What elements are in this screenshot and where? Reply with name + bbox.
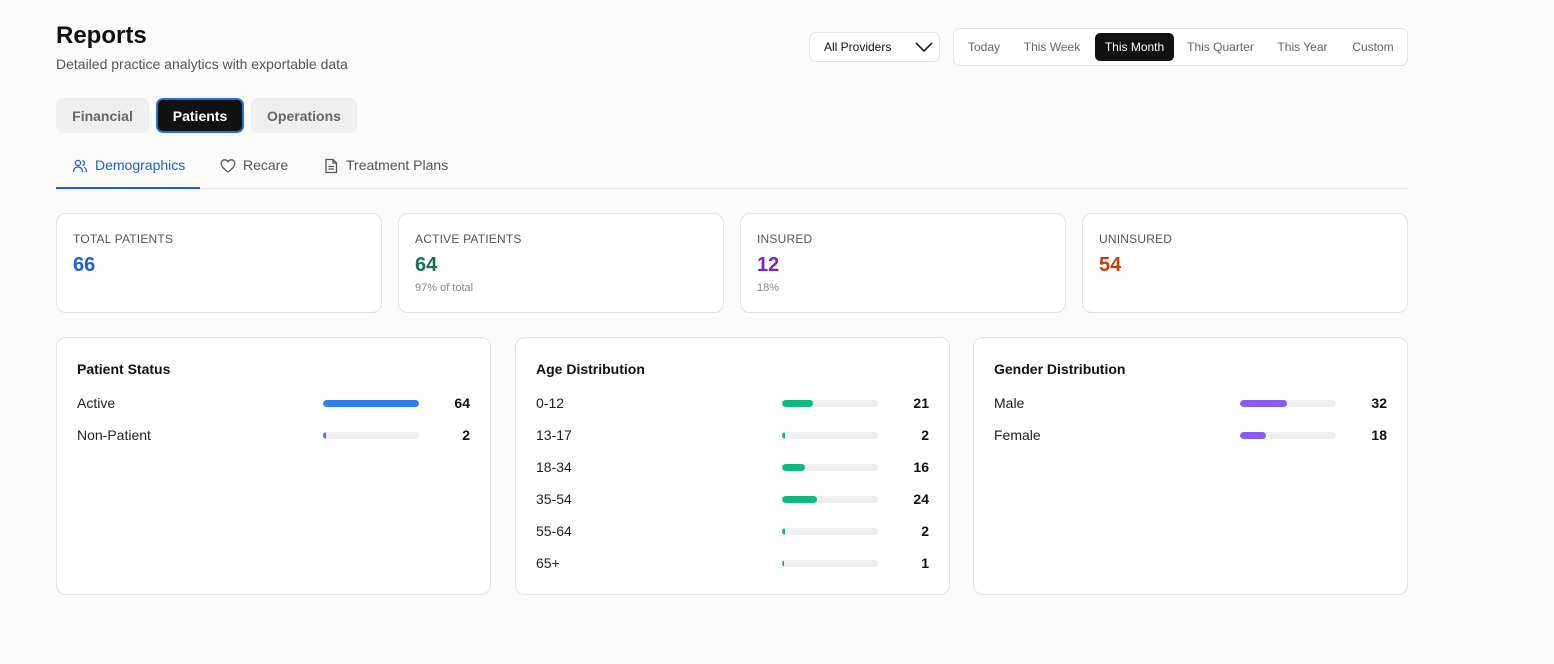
bar-row-label: 35-54 <box>536 491 572 507</box>
bar-fill <box>323 432 326 439</box>
bar-fill <box>782 528 785 535</box>
bar-row-label: 18-34 <box>536 459 572 475</box>
chevron-down-icon <box>915 42 933 53</box>
bar-row: 18-34 16 <box>536 458 929 478</box>
bar-row-label: 13-17 <box>536 427 572 443</box>
bar-track <box>323 432 419 439</box>
bar-row-value: 32 <box>1371 395 1387 411</box>
bar-track <box>1240 432 1336 439</box>
bar-row-value: 16 <box>913 459 929 475</box>
bar-track <box>782 464 878 471</box>
range-this-month[interactable]: This Month <box>1095 33 1174 61</box>
bar-track <box>323 400 419 407</box>
bar-track <box>782 496 878 503</box>
bar-row: 35-54 24 <box>536 490 929 510</box>
stat-subtext: 97% of total <box>415 282 474 294</box>
heart-icon <box>220 159 236 173</box>
bar-row: 55-64 2 <box>536 522 929 542</box>
stat-value: 64 <box>415 254 438 276</box>
document-icon <box>325 158 338 174</box>
bar-row-label: 0-12 <box>536 395 565 411</box>
range-today[interactable]: Today <box>967 40 1001 54</box>
bar-track <box>782 432 878 439</box>
provider-select-value: All Providers <box>824 40 892 54</box>
bar-row-value: 18 <box>1371 427 1387 443</box>
subtab-treatment-plans[interactable]: Treatment Plans <box>323 152 448 188</box>
stat-card-active-patients: ACTIVE PATIENTS 64 97% of total <box>398 213 724 313</box>
range-this-quarter[interactable]: This Quarter <box>1187 40 1254 54</box>
bar-row: Non-Patient 2 <box>77 426 470 446</box>
subtab-demographics[interactable]: Demographics <box>56 152 200 189</box>
stat-card-uninsured: UNINSURED 54 <box>1082 213 1408 313</box>
bar-row-label: Male <box>994 395 1025 411</box>
panel-title: Patient Status <box>77 361 171 377</box>
bar-row: Female 18 <box>994 426 1387 446</box>
bar-row-value: 2 <box>921 427 929 443</box>
bar-row-value: 24 <box>913 491 929 507</box>
bar-fill <box>782 496 817 503</box>
bar-track <box>1240 400 1336 407</box>
subtab-recare-label: Recare <box>243 157 289 173</box>
age-distribution-panel: Age Distribution 0-12 21 13-17 2 18-34 16 35-5… <box>515 337 950 595</box>
range-this-week[interactable]: This Week <box>1023 40 1081 54</box>
bar-fill <box>782 560 784 567</box>
patient-status-panel: Patient Status Active 64 Non-Patient 2 <box>56 337 491 595</box>
stat-subtext: 18% <box>757 282 780 294</box>
stat-label: ACTIVE PATIENTS <box>415 232 522 246</box>
stat-label: INSURED <box>757 232 813 246</box>
stat-label: TOTAL PATIENTS <box>73 232 174 246</box>
bar-row-label: Female <box>994 427 1041 443</box>
tab-financial[interactable]: Financial <box>56 98 149 133</box>
tab-operations[interactable]: Operations <box>251 98 357 133</box>
bar-row-value: 21 <box>913 395 929 411</box>
bar-row-label: 65+ <box>536 555 560 571</box>
bar-row-label: Non-Patient <box>77 427 151 443</box>
stat-value: 12 <box>757 254 780 276</box>
stat-value: 66 <box>73 254 96 276</box>
bar-track <box>782 400 878 407</box>
bar-row-value: 64 <box>454 395 470 411</box>
bar-row-label: Active <box>77 395 116 411</box>
subtab-divider <box>56 188 1408 189</box>
bar-row-value: 1 <box>921 555 929 571</box>
bar-row: Active 64 <box>77 394 470 414</box>
bar-row: 0-12 21 <box>536 394 929 414</box>
panel-title: Gender Distribution <box>994 361 1126 377</box>
tab-patients[interactable]: Patients <box>156 98 244 133</box>
bar-row: Male 32 <box>994 394 1387 414</box>
range-this-year[interactable]: This Year <box>1277 40 1328 54</box>
bar-fill <box>323 400 419 407</box>
subtab-recare[interactable]: Recare <box>220 152 288 188</box>
subtab-demographics-label: Demographics <box>95 157 186 173</box>
stat-card-insured: INSURED 12 18% <box>740 213 1066 313</box>
bar-fill <box>782 400 813 407</box>
bar-fill <box>782 432 785 439</box>
bar-row-label: 55-64 <box>536 523 572 539</box>
date-range-group: Today This Week This Month This Quarter … <box>953 28 1408 66</box>
stat-label: UNINSURED <box>1099 232 1173 246</box>
bar-fill <box>782 464 806 471</box>
page-title: Reports <box>56 22 147 49</box>
bar-track <box>782 560 878 567</box>
bar-row: 65+ 1 <box>536 554 929 574</box>
bar-track <box>782 528 878 535</box>
provider-select[interactable]: All Providers <box>809 32 940 62</box>
gender-distribution-panel: Gender Distribution Male 32 Female 18 <box>973 337 1408 595</box>
bar-fill <box>1240 432 1267 439</box>
bar-row-value: 2 <box>921 523 929 539</box>
stat-value: 54 <box>1099 254 1122 276</box>
page-subtitle: Detailed practice analytics with exporta… <box>56 56 348 72</box>
subtab-treatment-plans-label: Treatment Plans <box>346 157 449 173</box>
bar-row-value: 2 <box>462 427 470 443</box>
range-custom[interactable]: Custom <box>1352 40 1394 54</box>
bar-row: 13-17 2 <box>536 426 929 446</box>
stat-card-total-patients: TOTAL PATIENTS 66 <box>56 213 382 313</box>
panel-title: Age Distribution <box>536 361 645 377</box>
users-icon <box>72 159 88 173</box>
bar-fill <box>1240 400 1287 407</box>
